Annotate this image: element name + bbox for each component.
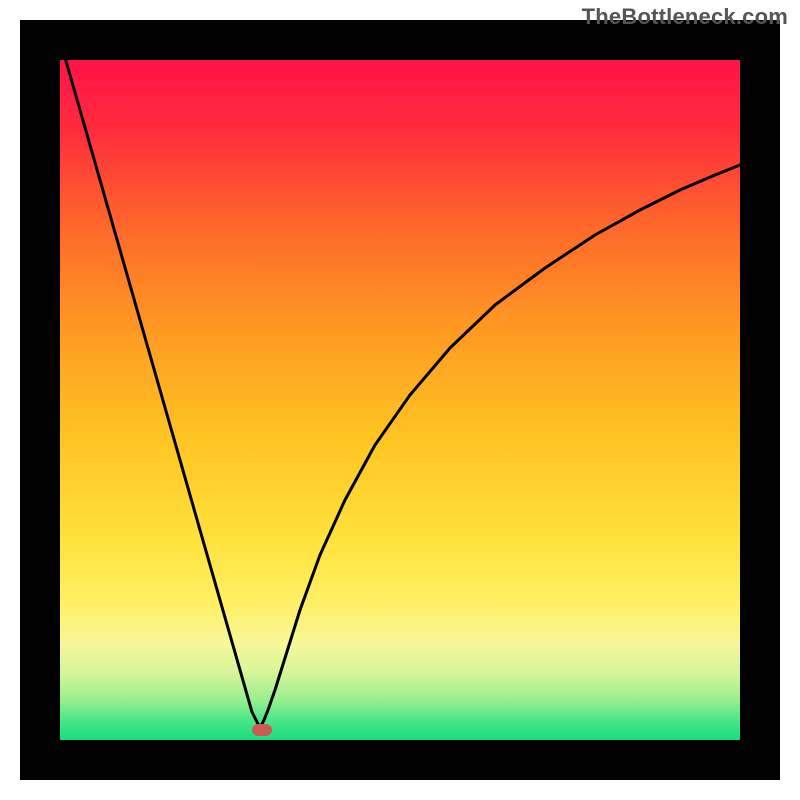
chart-svg — [0, 0, 800, 800]
chart-stage: TheBottleneck.com — [0, 0, 800, 800]
min-marker — [252, 724, 272, 736]
watermark-text: TheBottleneck.com — [582, 4, 788, 30]
